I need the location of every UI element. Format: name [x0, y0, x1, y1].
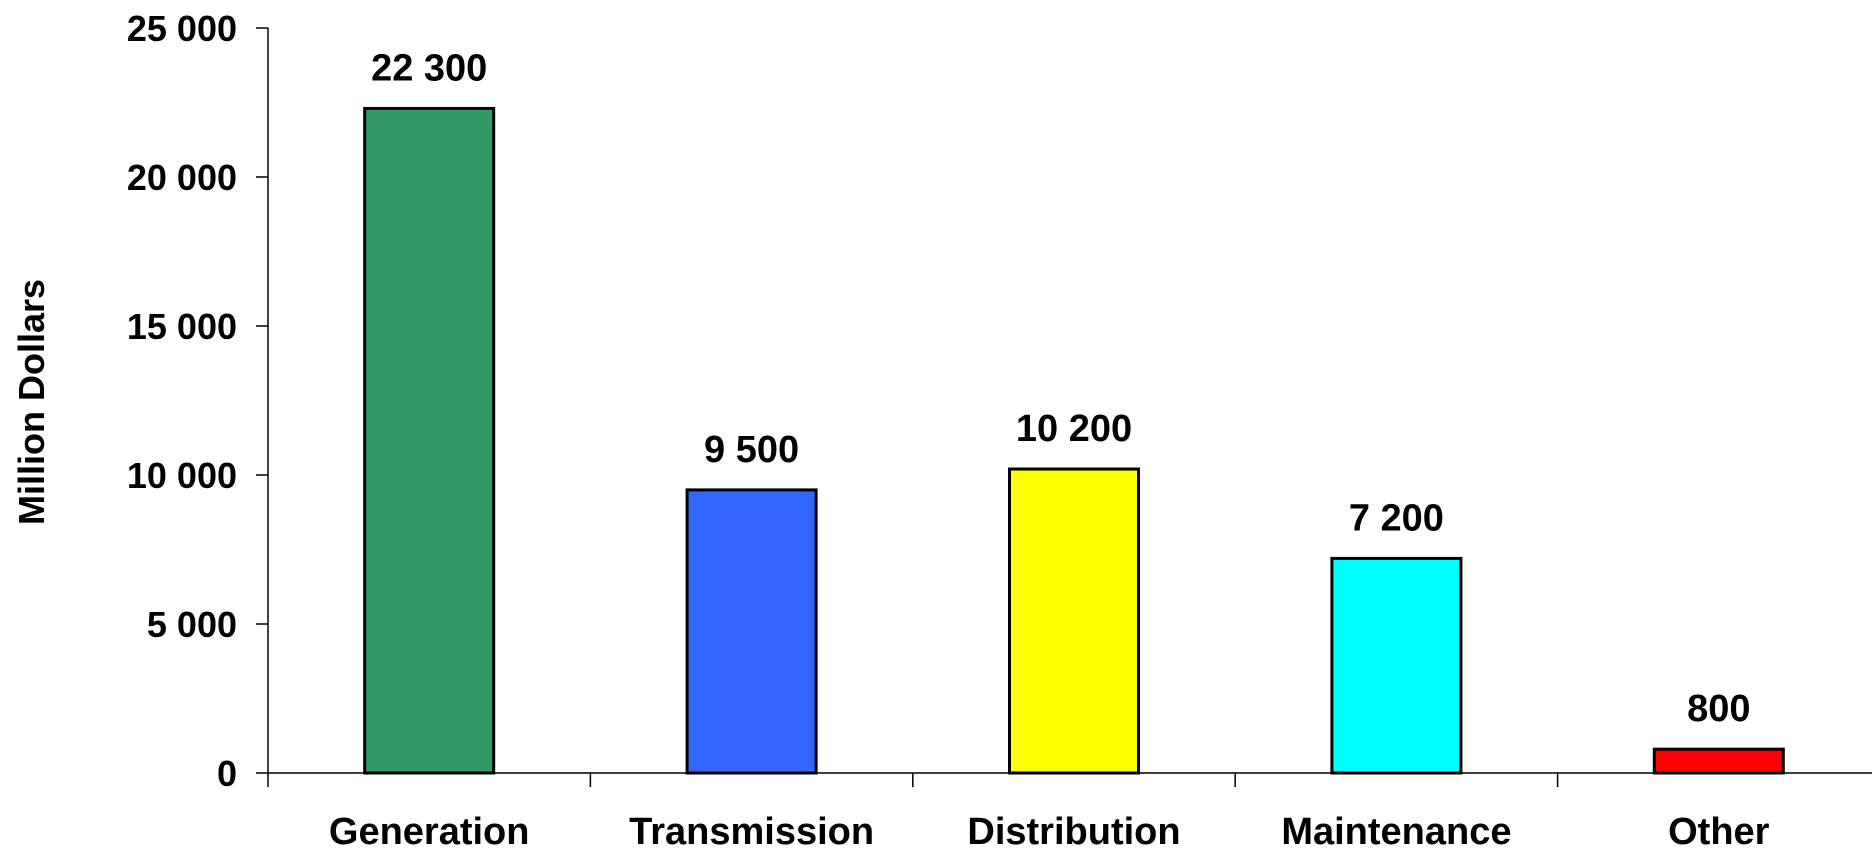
x-category-label: Maintenance — [1281, 811, 1511, 851]
y-axis-ticks: 0 5 000 10 000 15 000 20 000 25 000 — [127, 8, 268, 794]
y-tick-label: 0 — [217, 753, 237, 794]
bar-transmission — [685, 488, 818, 775]
data-label: 7 200 — [1349, 497, 1444, 539]
data-label: 800 — [1687, 688, 1750, 730]
x-category-label: Other — [1668, 811, 1770, 851]
x-category-label: Transmission — [629, 811, 874, 851]
data-label: 9 500 — [704, 429, 799, 471]
y-axis-title: Million Dollars — [11, 279, 52, 525]
bars: 22 300 Generation 9 500 Transmission 10 200 D… — [329, 47, 1785, 851]
bar-other — [1652, 747, 1785, 775]
y-tick-label: 10 000 — [127, 455, 237, 496]
y-tick-label: 15 000 — [127, 306, 237, 347]
x-category-label: Distribution — [967, 811, 1180, 851]
y-tick-label: 20 000 — [127, 157, 237, 198]
x-axis-ticks — [267, 773, 1559, 787]
data-label: 10 200 — [1016, 408, 1132, 450]
axes — [267, 28, 1872, 774]
data-label: 22 300 — [371, 47, 487, 89]
bar-distribution — [1008, 467, 1140, 775]
bar-generation — [363, 106, 496, 775]
bar-maintenance — [1330, 556, 1463, 775]
y-axis-title-group: Million Dollars — [11, 279, 52, 525]
y-tick-label: 25 000 — [127, 8, 237, 49]
y-tick-label: 5 000 — [147, 604, 237, 645]
x-category-label: Generation — [329, 811, 530, 851]
